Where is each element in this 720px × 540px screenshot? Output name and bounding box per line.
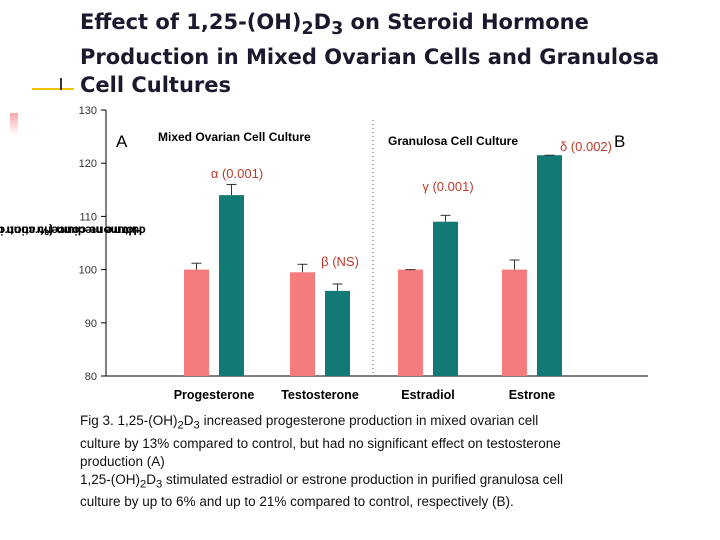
y-tick-label: 130 <box>79 105 97 117</box>
panel-heading-a: Mixed Ovarian Cell Culture <box>158 130 311 144</box>
annotation-value: (0.001) <box>222 166 263 181</box>
caption-line-5: culture by up to 6% and up to 21% compar… <box>80 494 514 510</box>
annotation-symbol: β <box>321 254 332 269</box>
x-tick-label: Estradiol <box>401 388 455 402</box>
decorative-tick <box>60 78 62 90</box>
y-tick-label: 100 <box>79 265 97 277</box>
y-tick-label: 80 <box>85 371 97 383</box>
title-line-2: Production in Mixed Ovarian Cells and Gr… <box>80 45 660 70</box>
y-tick-label: 110 <box>79 211 97 223</box>
annotation-value: (NS) <box>332 254 359 269</box>
caption-line-1: Fig 3. 1,25-(OH)2D3 increased progestero… <box>80 413 539 432</box>
x-tick-label: Progesterone <box>174 388 255 402</box>
bar <box>502 269 527 376</box>
annotation-symbol: γ <box>422 179 432 194</box>
bar <box>398 269 423 376</box>
bar <box>325 290 350 376</box>
caption-line-3: production (A) <box>80 453 165 469</box>
significance-annotation: δ (0.002) <box>560 139 612 154</box>
caption-line-4: 1,25-(OH)2D3 stimulated estradiol or est… <box>80 471 564 491</box>
decorative-bar <box>32 88 74 90</box>
bar <box>433 221 458 376</box>
title-line-1: Effect of 1,25-(OH)2D3 on Steroid Hormon… <box>80 10 589 40</box>
slide-title: Effect of 1,25-(OH)2D3 on Steroid Hormon… <box>80 8 710 99</box>
annotation-symbol: α <box>211 166 222 181</box>
panel-heading-b: Granulosa Cell Culture <box>388 134 518 148</box>
figure-caption: Fig 3. 1,25-(OH)2D3 increased progestero… <box>80 412 690 511</box>
bar <box>537 155 562 376</box>
y-tick-label: 90 <box>85 318 97 330</box>
x-tick-label: Estrone <box>509 388 556 402</box>
significance-annotation: γ (0.001) <box>422 179 473 194</box>
panel-letter-a: A <box>116 132 128 151</box>
annotation-value: (0.002) <box>571 139 612 154</box>
bar <box>184 269 209 376</box>
significance-annotation: α (0.001) <box>211 166 263 181</box>
title-line-3: Cell Cultures <box>80 73 232 98</box>
panel-letter-b: B <box>614 132 625 151</box>
significance-annotation: β (NS) <box>321 254 359 269</box>
x-tick-label: Testosterone <box>281 388 359 402</box>
annotation-value: (0.001) <box>432 179 473 194</box>
bar <box>219 195 244 376</box>
y-tick-label: 120 <box>79 158 97 170</box>
caption-line-2: culture by 13% compared to control, but … <box>80 435 561 451</box>
bar <box>290 272 315 376</box>
annotation-symbol: δ <box>560 139 571 154</box>
decorative-accent <box>10 113 18 135</box>
